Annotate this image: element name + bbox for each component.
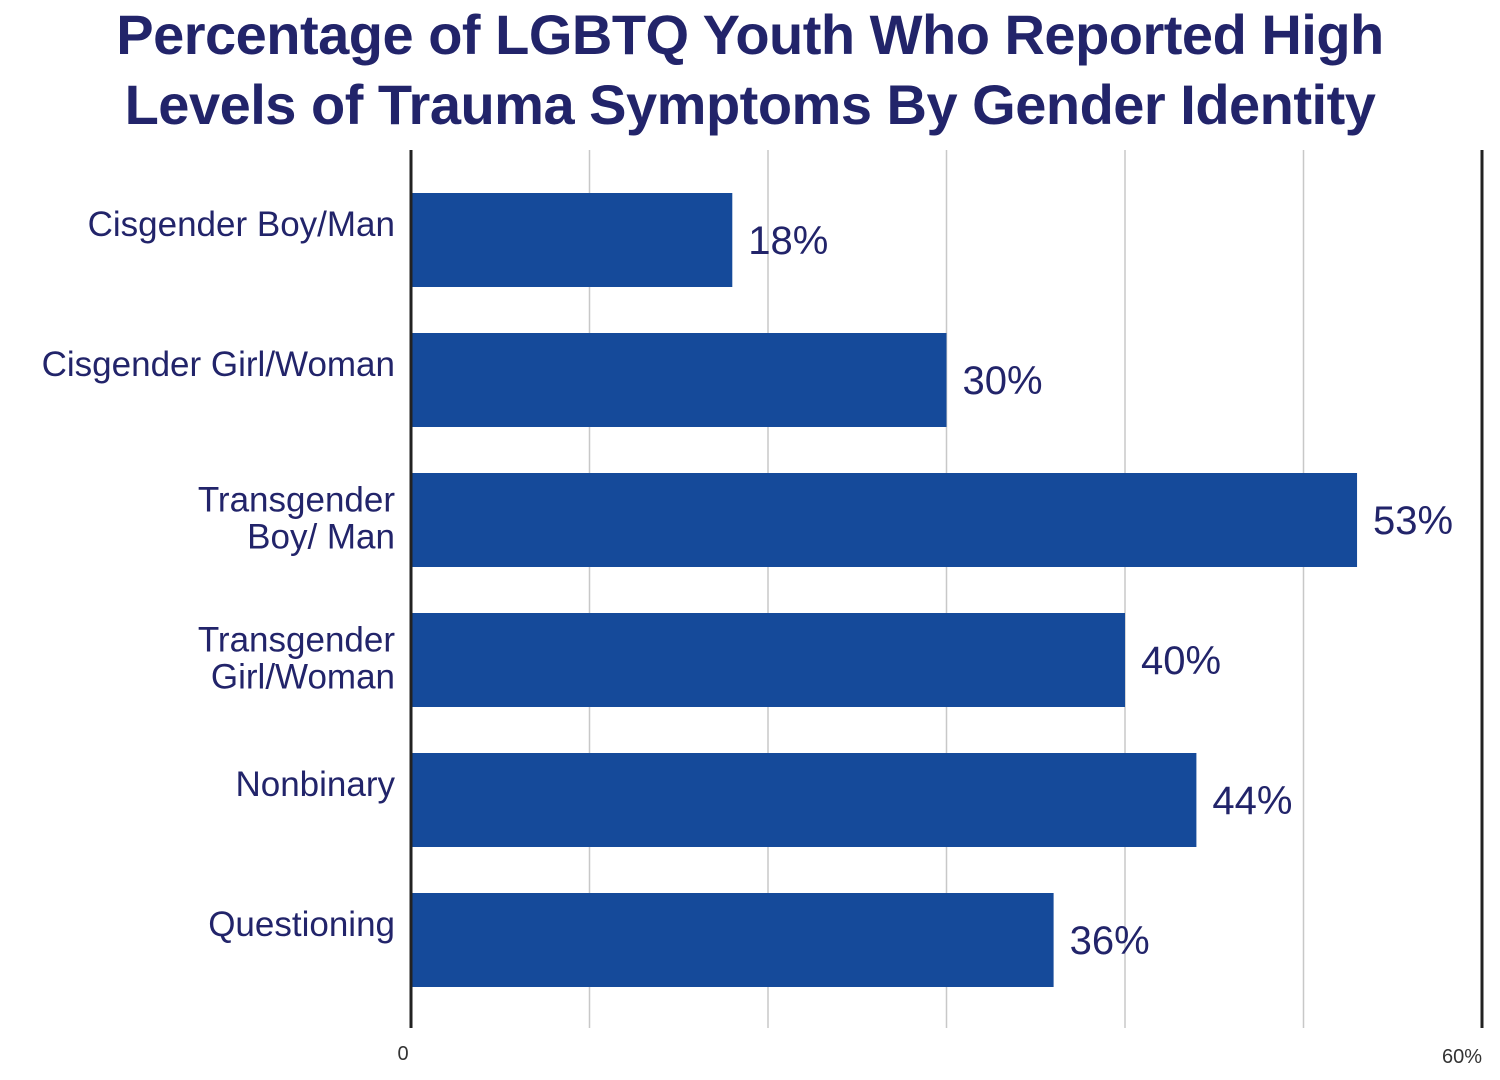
category-label-line: Transgender (198, 621, 395, 660)
category-label: Cisgender Girl/Woman (42, 345, 395, 384)
bar (411, 613, 1125, 707)
category-label: Questioning (208, 905, 395, 944)
data-label: 53% (1373, 499, 1453, 543)
x-tick-label: 0 (397, 1043, 408, 1065)
category-label-line: Cisgender Girl/Woman (42, 345, 395, 384)
x-tick-label: 60% (1442, 1046, 1482, 1068)
chart-title: Percentage of LGBTQ Youth Who Reported H… (0, 0, 1500, 140)
data-label: 36% (1070, 919, 1150, 963)
category-label: Transgender Boy/ Man (198, 481, 395, 557)
category-label-line: Transgender (198, 481, 395, 520)
data-label: 44% (1212, 779, 1292, 823)
bar (411, 753, 1197, 847)
category-label: Nonbinary (235, 765, 395, 804)
data-label: 18% (748, 219, 828, 263)
bar (411, 333, 947, 427)
category-label-line: Boy/ Man (247, 518, 395, 557)
category-label-line: Questioning (208, 905, 395, 944)
category-label: Transgender Girl/Woman (198, 621, 395, 697)
chart-title-line-1: Percentage of LGBTQ Youth Who Reported H… (116, 3, 1384, 66)
bar (411, 473, 1358, 567)
category-label-line: Cisgender Boy/Man (88, 205, 395, 244)
chart-title-line-2: Levels of Trauma Symptoms By Gender Iden… (124, 73, 1376, 136)
category-label-line: Nonbinary (235, 765, 395, 804)
bar (411, 893, 1054, 987)
data-label: 30% (963, 359, 1043, 403)
category-label: Cisgender Boy/Man (88, 205, 395, 244)
bar (411, 193, 733, 287)
category-label-line: Girl/Woman (211, 658, 395, 697)
data-label: 40% (1141, 639, 1221, 683)
